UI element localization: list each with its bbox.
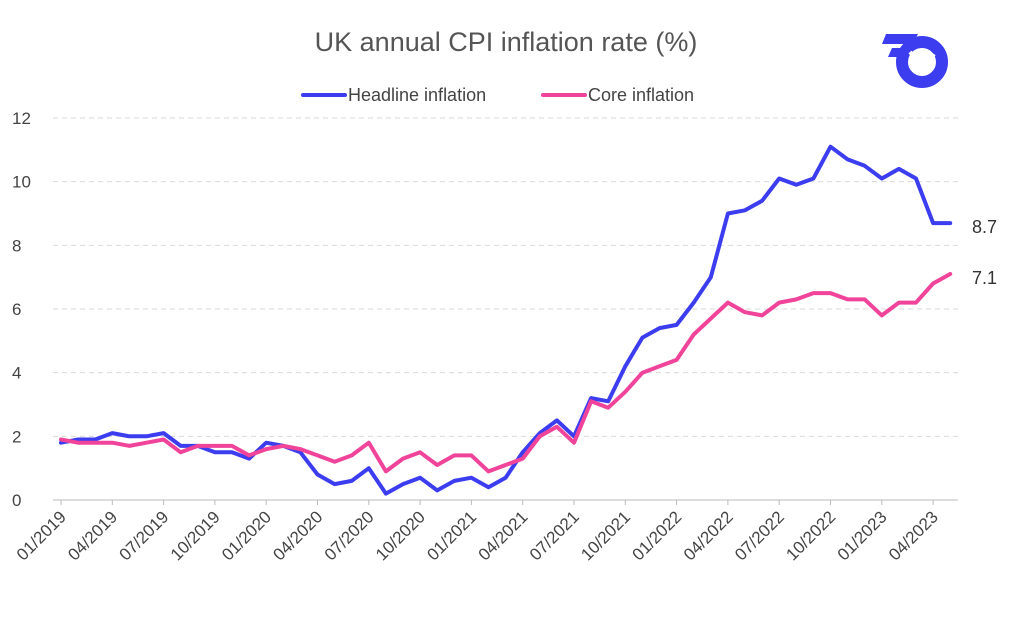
x-tick-label: 01/2023 <box>834 507 891 564</box>
end-value-label: 7.1 <box>972 268 997 288</box>
legend: Headline inflation Core inflation <box>301 85 694 105</box>
x-tick-label: 04/2023 <box>885 507 942 564</box>
x-tick-label: 10/2022 <box>782 507 839 564</box>
x-tick-label: 01/2022 <box>629 507 686 564</box>
x-tick-label: 01/2021 <box>423 507 480 564</box>
x-tick-label: 10/2019 <box>167 507 224 564</box>
x-tick-label: 07/2019 <box>116 507 173 564</box>
y-tick-label: 4 <box>12 364 21 383</box>
y-axis: 0 2 4 6 8 10 12 <box>12 109 31 510</box>
x-tick-label: 07/2022 <box>731 507 788 564</box>
x-tick-label: 04/2021 <box>475 507 532 564</box>
x-tick-label: 10/2020 <box>372 507 429 564</box>
grid-lines <box>53 117 958 501</box>
y-tick-label: 12 <box>12 109 31 128</box>
x-tick-label: 10/2021 <box>577 507 634 564</box>
x-axis: 01/201904/201907/201910/201901/202004/20… <box>13 500 942 564</box>
end-labels: 8.7 7.1 <box>972 217 997 288</box>
chart-title: UK annual CPI inflation rate (%) <box>315 27 698 57</box>
x-tick-label: 01/2019 <box>13 507 70 564</box>
x-tick-label: 04/2022 <box>680 507 737 564</box>
brand-logo-icon <box>882 34 948 88</box>
x-tick-label: 04/2020 <box>269 507 326 564</box>
end-value-label: 8.7 <box>972 217 997 237</box>
x-tick-label: 07/2021 <box>526 507 583 564</box>
series-line-headline <box>59 144 953 496</box>
x-tick-label: 07/2020 <box>321 507 378 564</box>
y-tick-label: 2 <box>12 427 21 446</box>
series-lines <box>59 144 953 496</box>
x-tick-label: 04/2019 <box>64 507 121 564</box>
y-tick-label: 8 <box>12 236 21 255</box>
y-tick-label: 6 <box>12 300 21 319</box>
legend-label: Core inflation <box>588 85 694 105</box>
x-tick-label: 01/2020 <box>218 507 275 564</box>
legend-label: Headline inflation <box>348 85 486 105</box>
y-tick-label: 10 <box>12 173 31 192</box>
y-tick-label: 0 <box>12 491 21 510</box>
